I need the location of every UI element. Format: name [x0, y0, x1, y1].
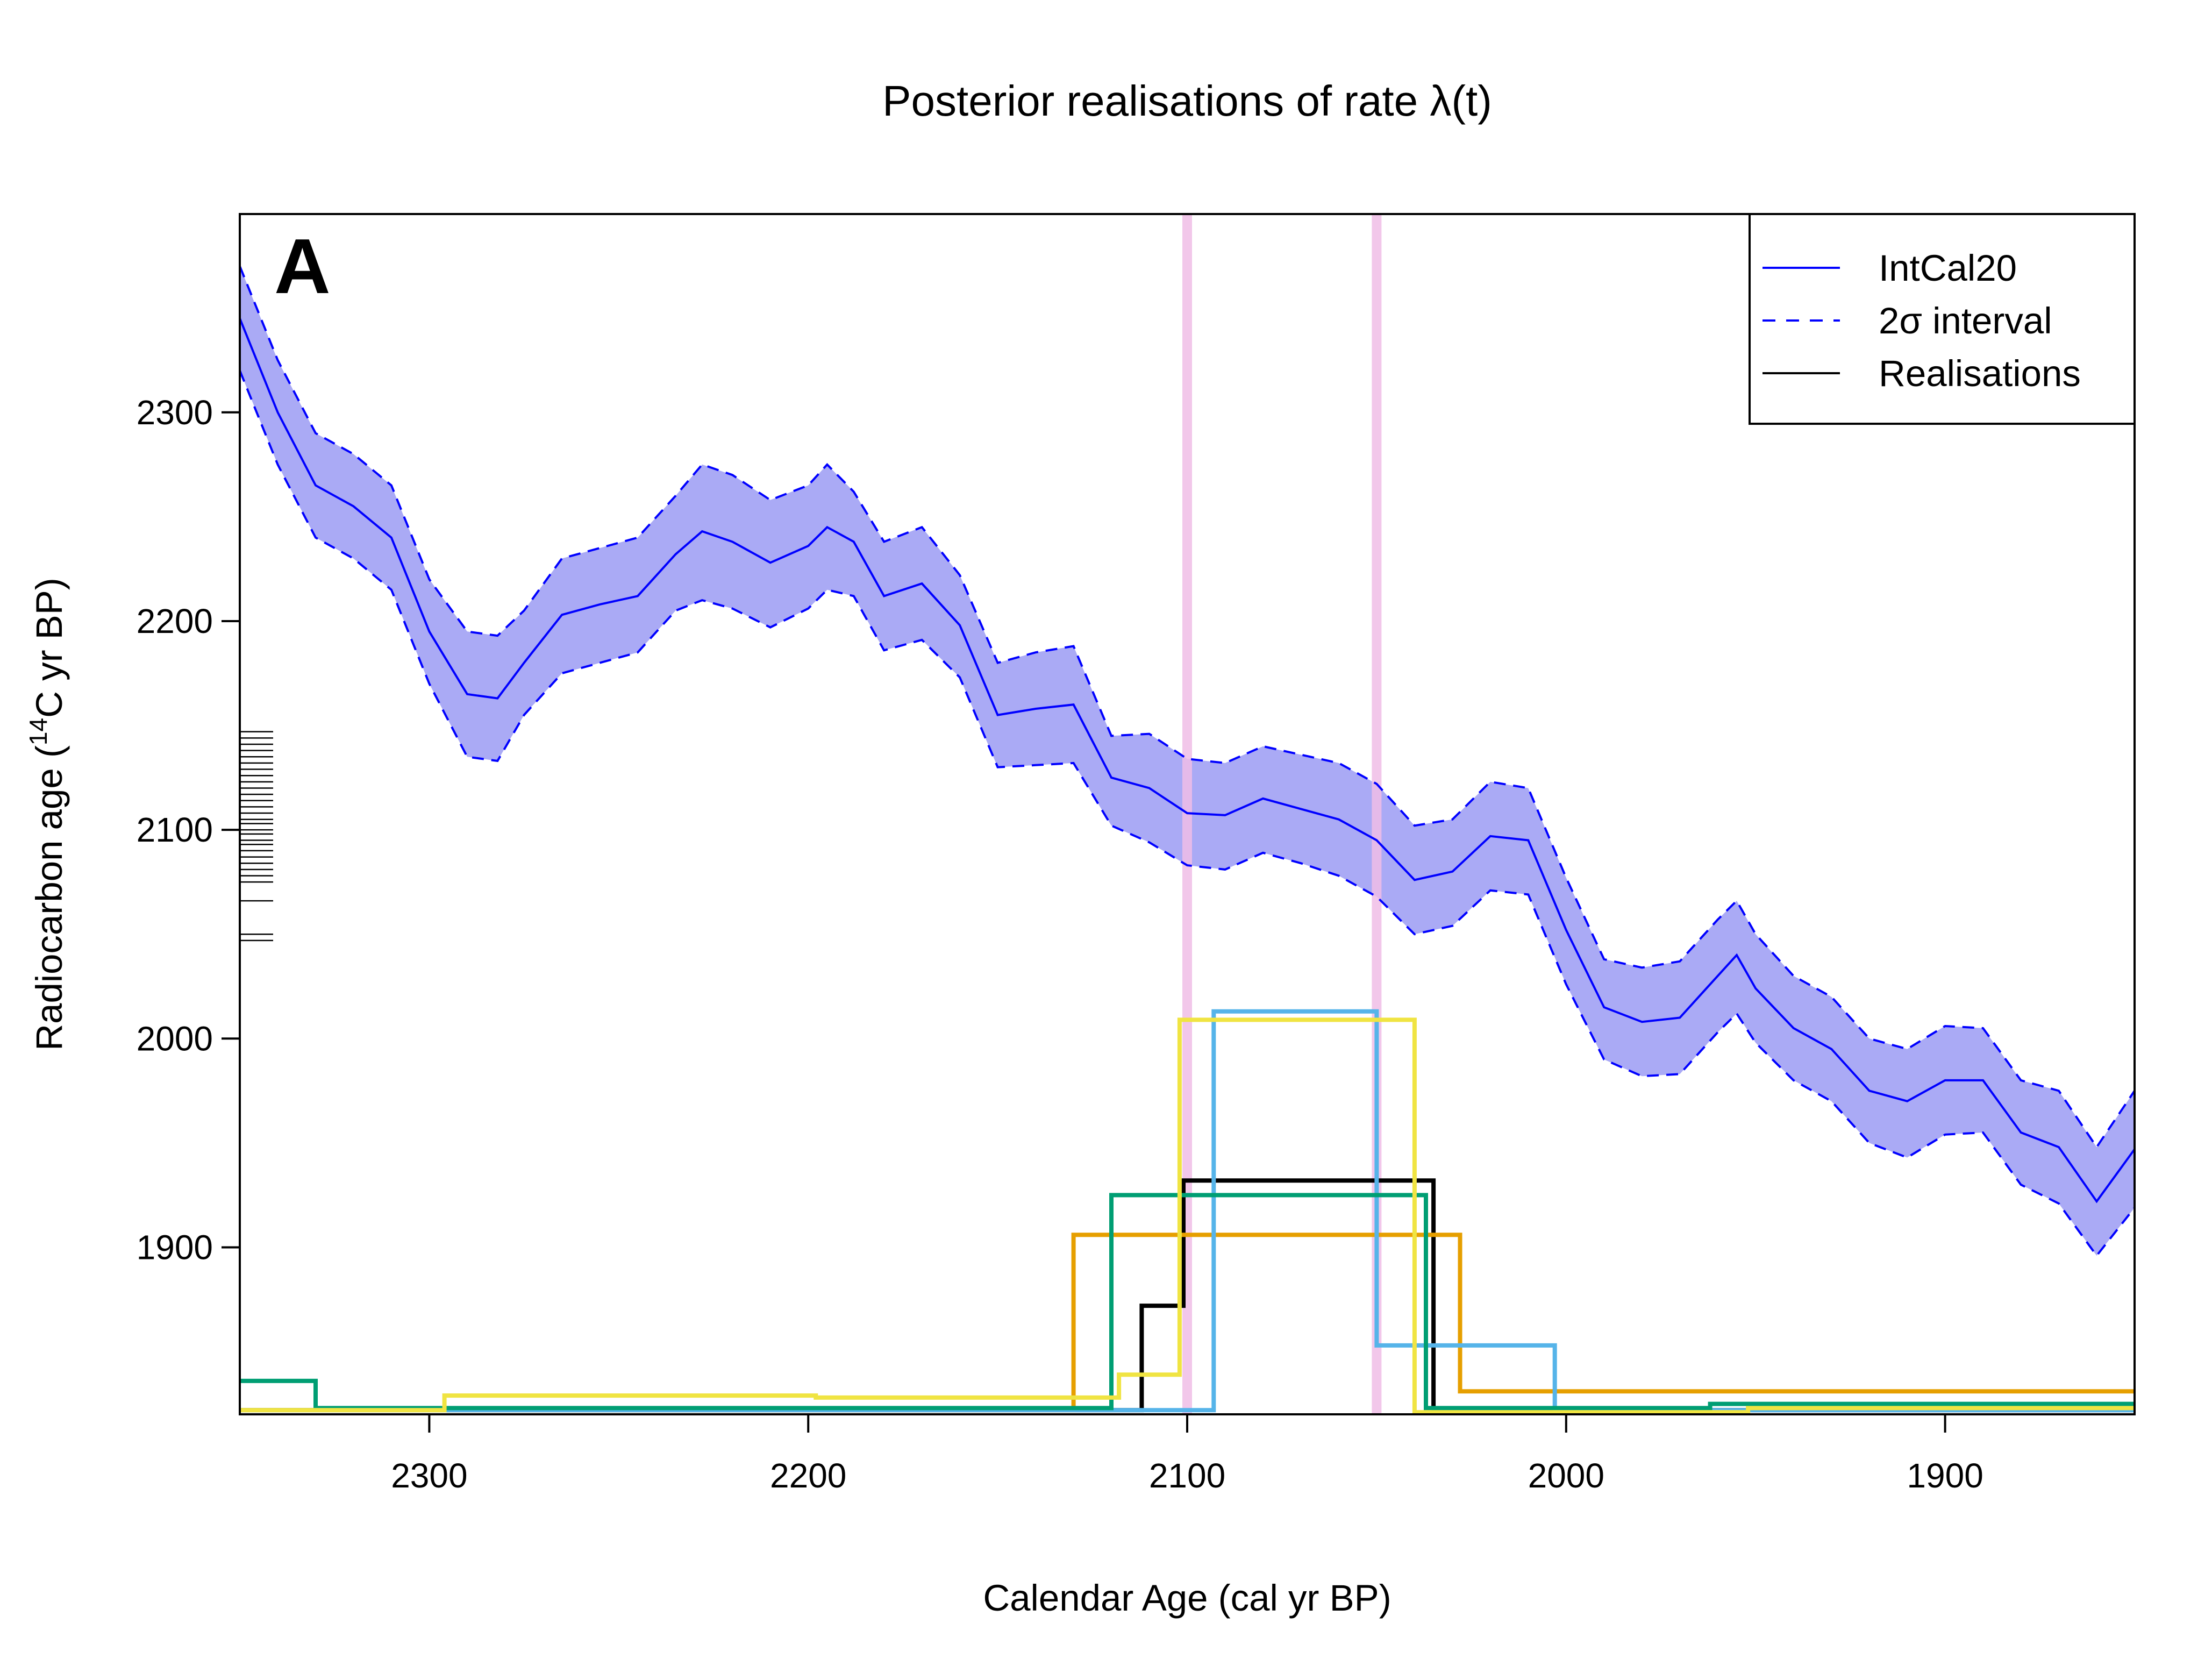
y-axis-label-prefix: Radiocarbon age (	[28, 745, 70, 1051]
realisation-line-4	[240, 1193, 2135, 1411]
observation-rug-layer	[240, 731, 273, 942]
y-tick-label: 2300	[137, 393, 213, 432]
y-tick-label: 1900	[137, 1228, 213, 1266]
realisation-line-1	[240, 1178, 2135, 1413]
realisation-line-3	[240, 1009, 2135, 1413]
legend: IntCal20 2σ interval Realisations	[1749, 213, 2136, 425]
x-tick-label: 2300	[391, 1456, 467, 1495]
calibration-curve-layer	[240, 266, 2135, 1258]
x-tick-label: 2200	[770, 1456, 846, 1495]
y-axis-label-superscript: 14	[24, 718, 52, 745]
chart-title: Posterior realisations of rate λ(t)	[882, 77, 1492, 125]
lower-bound-line	[240, 370, 2135, 1258]
x-axis: 2300 2200 2100 2000 1900	[391, 1414, 1983, 1495]
y-tick-label: 2000	[137, 1019, 213, 1058]
y-axis: 1900 2000 2100 2200 2300	[137, 393, 240, 1266]
legend-label-realisations: Realisations	[1879, 353, 2081, 394]
x-tick-label: 1900	[1907, 1456, 1983, 1495]
legend-label-2sigma: 2σ interval	[1879, 300, 2052, 341]
realisation-line-5	[240, 1017, 2135, 1414]
realisations-layer	[240, 1009, 2135, 1414]
upper-bound-line	[240, 266, 2135, 1149]
intcal20-mean-line	[240, 318, 2135, 1204]
y-tick-label: 2200	[137, 602, 213, 640]
legend-label-intcal20: IntCal20	[1879, 247, 2017, 289]
y-axis-label: Radiocarbon age (14C yr BP)	[24, 578, 70, 1051]
y-tick-label: 2100	[137, 810, 213, 849]
panel-letter: A	[274, 223, 331, 310]
y-axis-label-suffix: C yr BP)	[28, 578, 70, 718]
x-tick-label: 2000	[1528, 1456, 1604, 1495]
legend-box	[1749, 213, 2136, 425]
x-tick-label: 2100	[1149, 1456, 1225, 1495]
x-axis-label: Calendar Age (cal yr BP)	[983, 1577, 1391, 1619]
